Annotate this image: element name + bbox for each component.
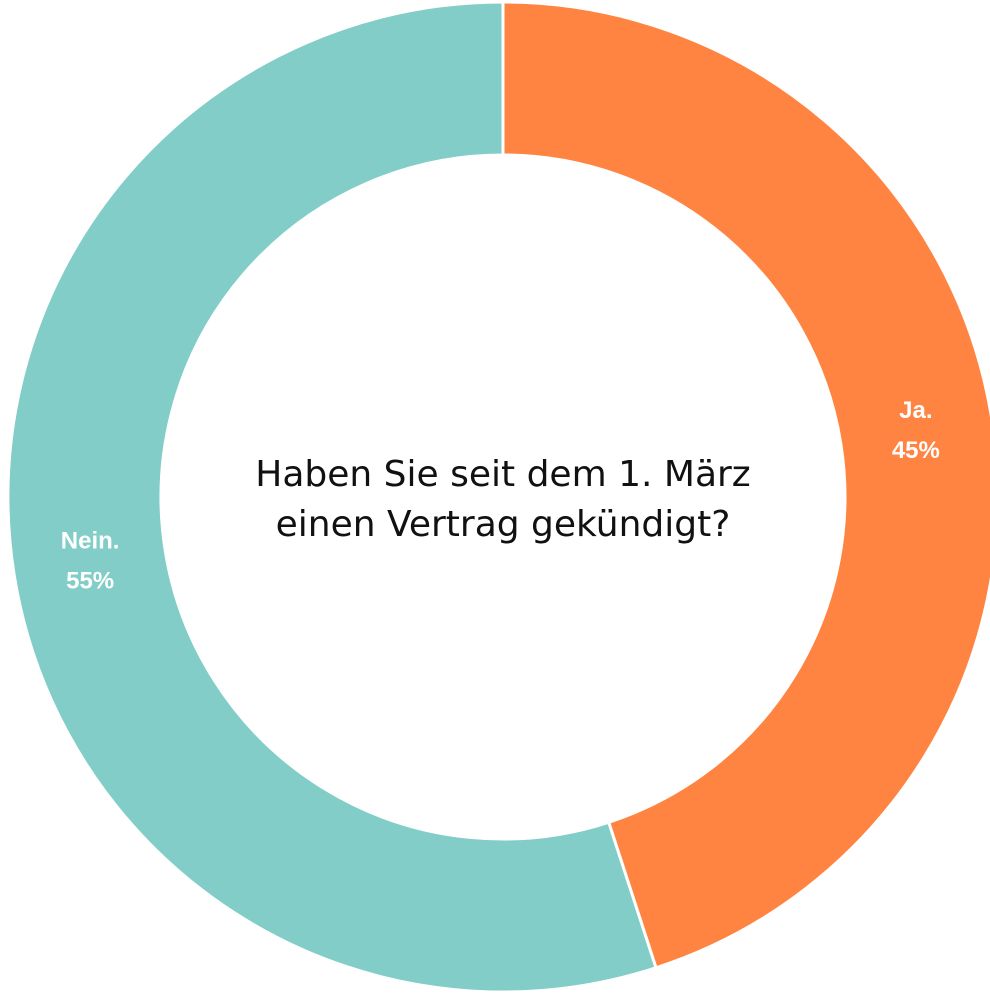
segment-value: 55% <box>66 568 114 595</box>
donut-segment <box>501 0 990 970</box>
donut-segment <box>6 0 658 993</box>
segment-label: Nein. <box>61 528 120 555</box>
segment-label: Ja. <box>899 397 932 424</box>
chart-title: Haben Sie seit dem 1. März einen Vertrag… <box>255 454 751 545</box>
segment-value: 45% <box>892 437 940 464</box>
